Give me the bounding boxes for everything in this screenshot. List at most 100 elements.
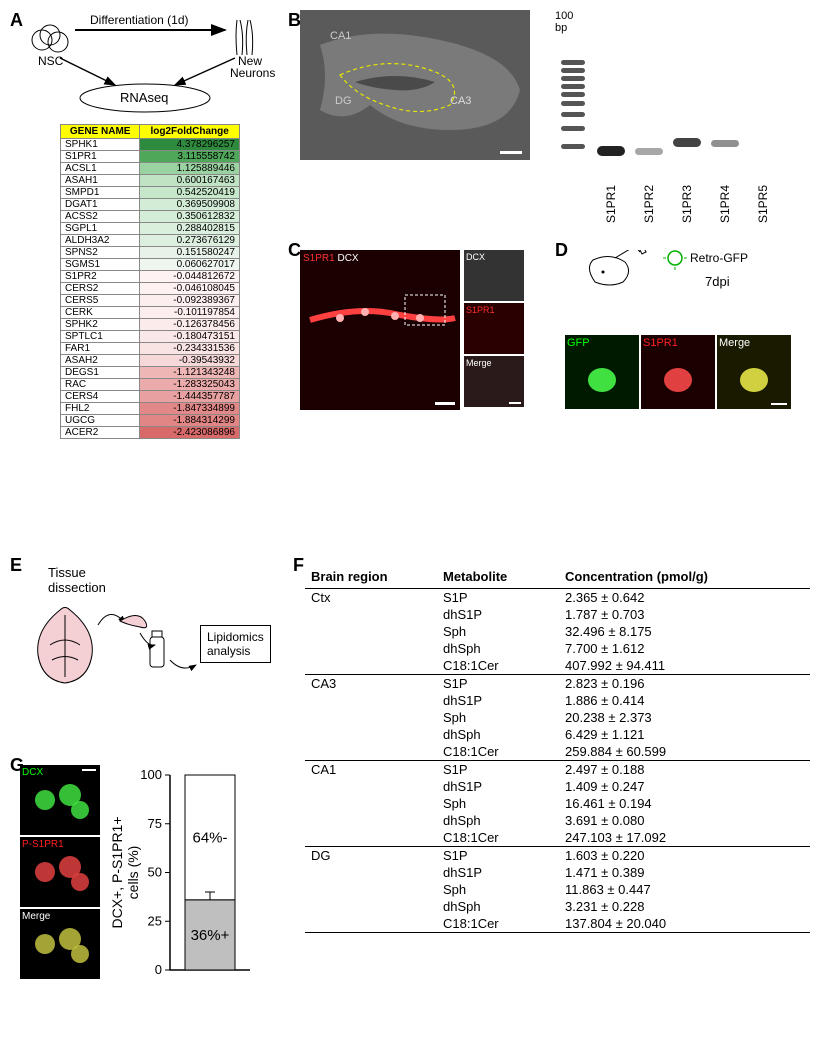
- conc-cell: 2.497 ± 0.188: [559, 761, 810, 779]
- region-cell: CA3: [305, 675, 437, 693]
- f-row: Sph16.461 ± 0.194: [305, 795, 810, 812]
- logfc-cell: -0.234331536: [140, 343, 240, 355]
- logfc-cell: -1.884314299: [140, 415, 240, 427]
- retro-label: Retro-GFP: [690, 251, 748, 265]
- scalebar: [500, 151, 522, 154]
- ladder-band: [561, 60, 585, 65]
- g-thumb: Merge: [20, 909, 100, 979]
- region-cell: CA1: [305, 761, 437, 779]
- gel-block: 100 bp S1PR1S1PR2S1PR3S1PR4S1PR5: [555, 10, 783, 196]
- thumb-label: P-S1PR1: [22, 839, 64, 850]
- gene-row: CERS5-0.092389367: [61, 295, 240, 307]
- gene-cell: ASAH2: [61, 355, 140, 367]
- f-row: dhSph3.231 ± 0.228: [305, 898, 810, 915]
- f-row: C18:1Cer247.103 ± 17.092: [305, 829, 810, 847]
- gene-cell: SPNS2: [61, 247, 140, 259]
- f-row: dhS1P1.409 ± 0.247: [305, 778, 810, 795]
- gene-cell: FHL2: [61, 403, 140, 415]
- tissue-label: Tissue dissection: [48, 565, 280, 595]
- ca1-label: CA1: [330, 30, 351, 42]
- c-main-image: S1PR1 DCX: [300, 250, 460, 410]
- metabolite-cell: S1P: [437, 761, 559, 779]
- metabolite-cell: C18:1Cer: [437, 657, 559, 675]
- svg-text:DCX+, P-S1PR1+cells (%): DCX+, P-S1PR1+cells (%): [110, 816, 141, 928]
- gene-cell: ACSL1: [61, 163, 140, 175]
- thumb-label: GFP: [567, 337, 590, 349]
- logfc-cell: 0.151580247: [140, 247, 240, 259]
- logfc-cell: -2.423086896: [140, 427, 240, 439]
- logfc-cell: -0.126378456: [140, 319, 240, 331]
- col-region: Brain region: [305, 565, 437, 589]
- metabolite-cell: dhSph: [437, 898, 559, 915]
- metabolite-cell: dhS1P: [437, 864, 559, 881]
- region-cell: [305, 812, 437, 829]
- svg-text:36%+: 36%+: [191, 927, 230, 944]
- gene-row: ACSS20.350612832: [61, 211, 240, 223]
- metabolite-cell: dhS1P: [437, 778, 559, 795]
- thumb-label: DCX: [22, 767, 43, 778]
- panel-e: Tissue dissection Lipidomics analysis: [20, 565, 280, 708]
- gene-row: SPTLC1-0.180473151: [61, 331, 240, 343]
- conc-cell: 2.823 ± 0.196: [559, 675, 810, 693]
- logfc-cell: -1.444357787: [140, 391, 240, 403]
- conc-cell: 16.461 ± 0.194: [559, 795, 810, 812]
- lane-label: S1PR3: [680, 185, 694, 223]
- region-cell: [305, 898, 437, 915]
- gene-row: FAR1-0.234331536: [61, 343, 240, 355]
- gene-row: SMPD10.542520419: [61, 187, 240, 199]
- c-thumb: DCX: [464, 250, 524, 301]
- logfc-cell: -1.847334899: [140, 403, 240, 415]
- region-cell: [305, 829, 437, 847]
- gene-row: S1PR2-0.044812672: [61, 271, 240, 283]
- gene-cell: DEGS1: [61, 367, 140, 379]
- gene-cell: SMPD1: [61, 187, 140, 199]
- region-cell: [305, 606, 437, 623]
- neurons-label2: Neurons: [230, 66, 275, 80]
- lipidomics-box: Lipidomics analysis: [200, 625, 271, 663]
- logfc-cell: 0.369509908: [140, 199, 240, 211]
- gene-cell: SPHK2: [61, 319, 140, 331]
- gene-cell: ASAH1: [61, 175, 140, 187]
- gene-cell: SGPL1: [61, 223, 140, 235]
- gene-row: CERS4-1.444357787: [61, 391, 240, 403]
- conc-cell: 407.992 ± 94.411: [559, 657, 810, 675]
- gel-band: [711, 140, 739, 147]
- gene-cell: UGCG: [61, 415, 140, 427]
- logfc-cell: -0.044812672: [140, 271, 240, 283]
- logfc-cell: 0.288402815: [140, 223, 240, 235]
- c-thumb: S1PR1: [464, 303, 524, 354]
- metabolite-cell: C18:1Cer: [437, 829, 559, 847]
- gel-lane: S1PR3: [669, 46, 705, 196]
- gene-cell: S1PR1: [61, 151, 140, 163]
- svg-text:25: 25: [148, 913, 162, 928]
- f-row: CA1S1P2.497 ± 0.188: [305, 761, 810, 779]
- gene-row: S1PR13.115558742: [61, 151, 240, 163]
- conc-cell: 1.787 ± 0.703: [559, 606, 810, 623]
- metabolite-cell: S1P: [437, 847, 559, 865]
- conc-cell: 20.238 ± 2.373: [559, 709, 810, 726]
- panel-d: Retro-GFP 7dpi GFPS1PR1Merge: [565, 250, 815, 409]
- logfc-cell: 0.060627017: [140, 259, 240, 271]
- d-thumb: GFP: [565, 335, 639, 409]
- panel-a-schema: NSC Differentiation (1d) New Neurons RNA…: [20, 10, 280, 120]
- lane-label: S1PR2: [642, 185, 656, 223]
- gene-cell: ALDH3A2: [61, 235, 140, 247]
- gene-cell: SGMS1: [61, 259, 140, 271]
- gene-cell: S1PR2: [61, 271, 140, 283]
- ladder-band: [561, 76, 585, 81]
- f-row: dhSph3.691 ± 0.080: [305, 812, 810, 829]
- col-metabolite: Metabolite: [437, 565, 559, 589]
- svg-text:50: 50: [148, 865, 162, 880]
- svg-text:75: 75: [148, 816, 162, 831]
- logfc-cell: 0.350612832: [140, 211, 240, 223]
- metabolite-cell: dhSph: [437, 640, 559, 657]
- gene-cell: ACSS2: [61, 211, 140, 223]
- region-cell: [305, 795, 437, 812]
- logfc-cell: 4.378296257: [140, 139, 240, 151]
- metabolite-cell: C18:1Cer: [437, 915, 559, 933]
- d-schema: Retro-GFP 7dpi: [565, 250, 795, 290]
- ladder-band: [561, 101, 585, 106]
- svg-text:0: 0: [155, 962, 162, 977]
- gene-row: CERS2-0.046108045: [61, 283, 240, 295]
- svg-text:64%-: 64%-: [192, 829, 227, 846]
